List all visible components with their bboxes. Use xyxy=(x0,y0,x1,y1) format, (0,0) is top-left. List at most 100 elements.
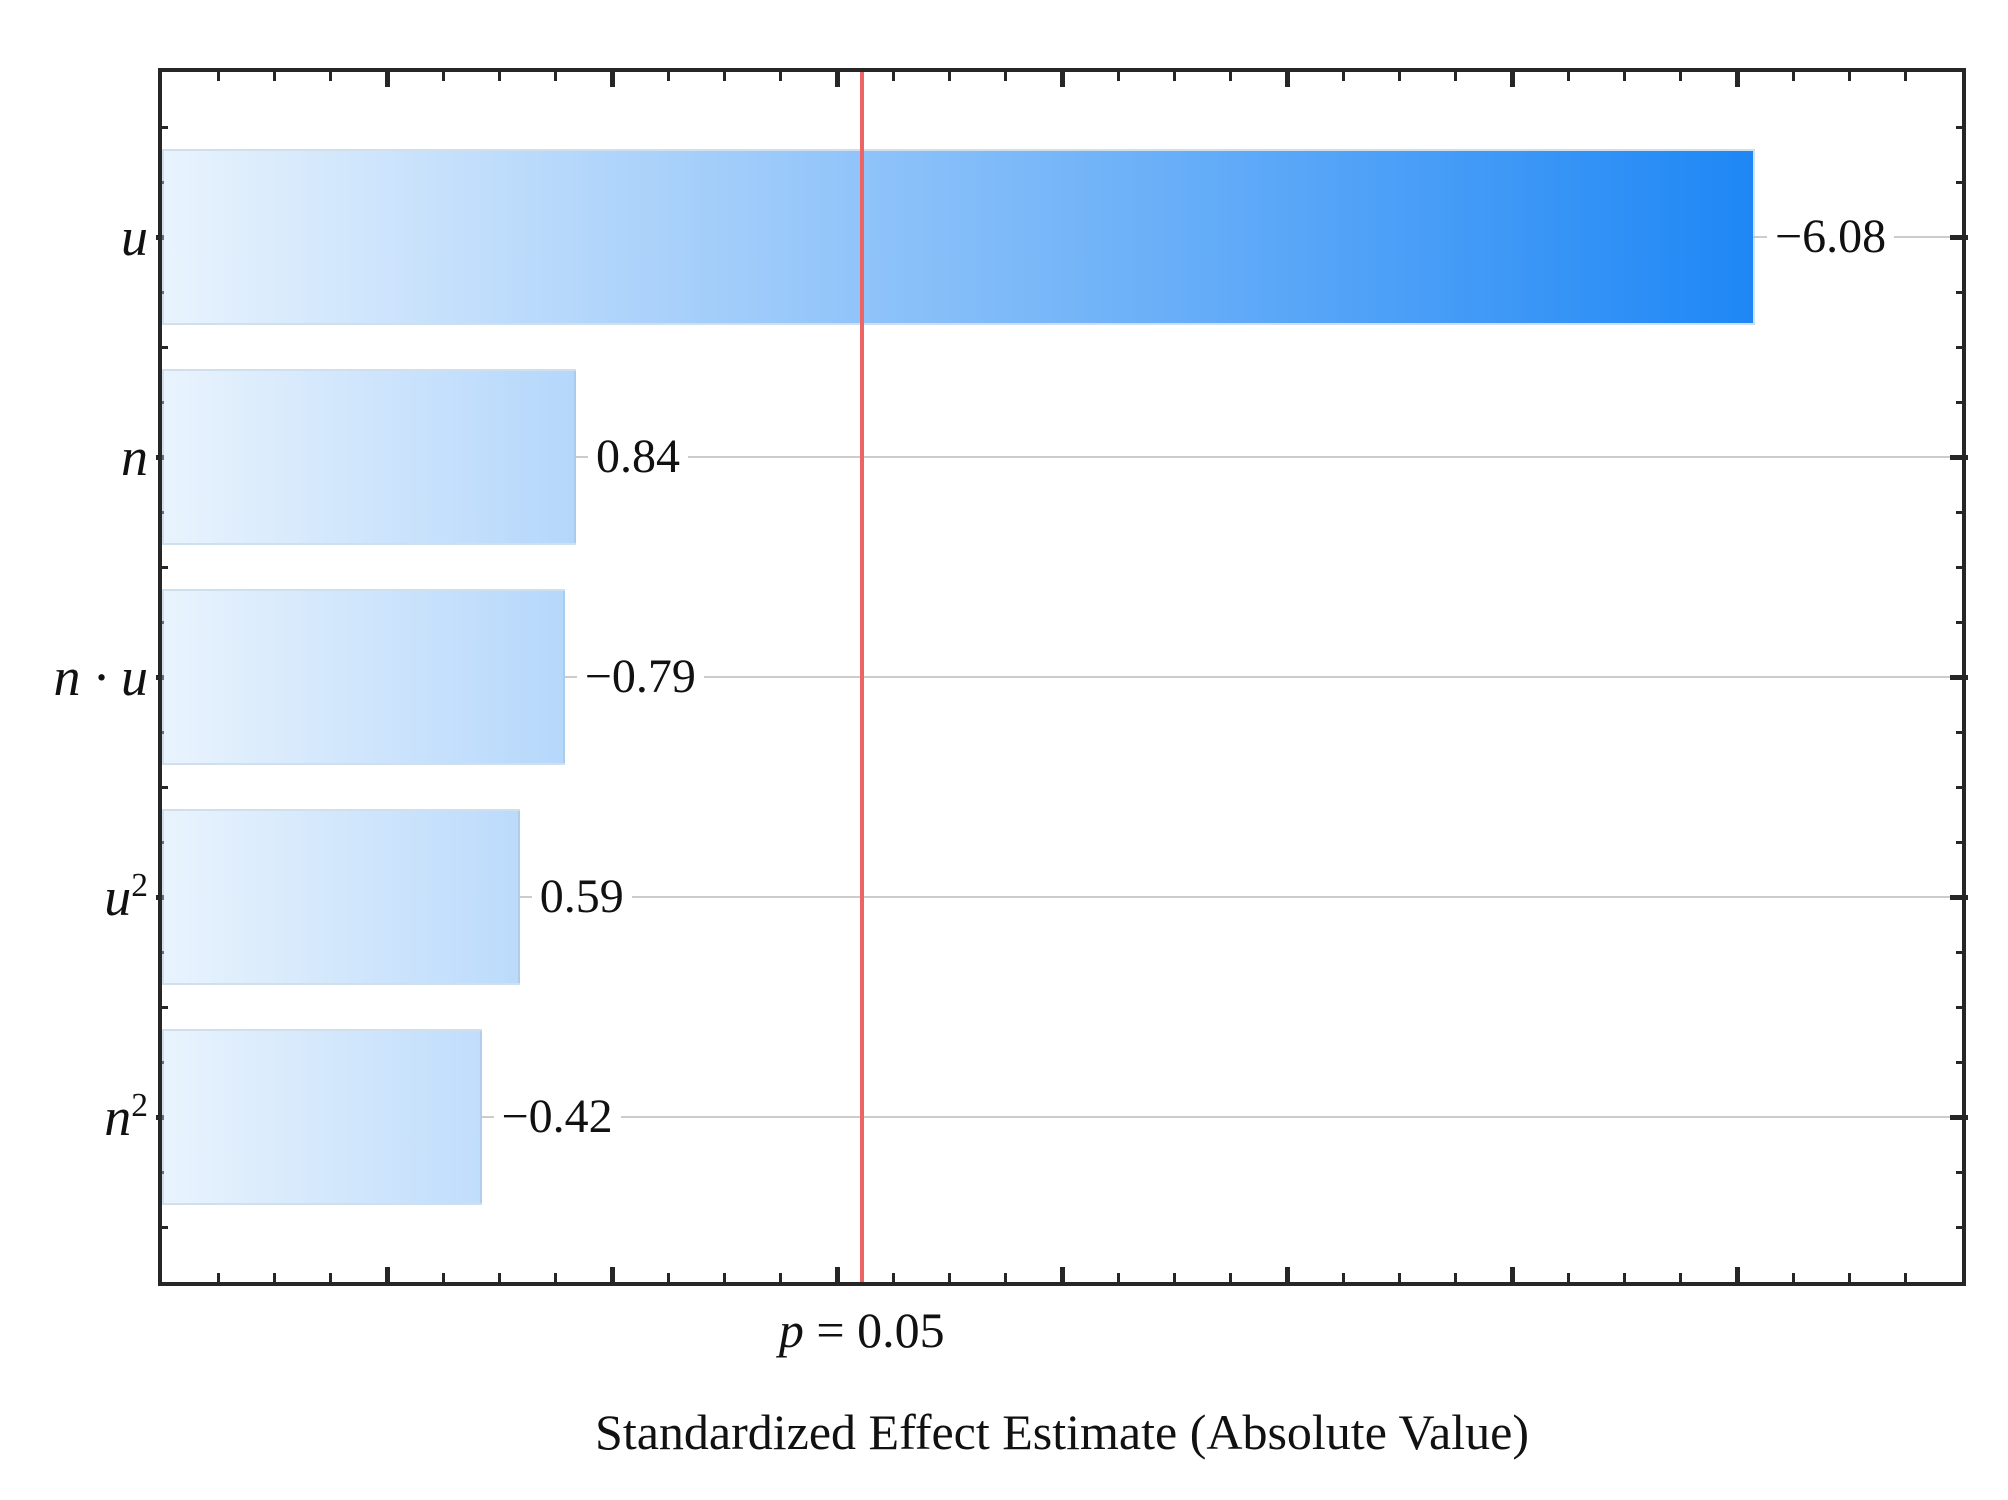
category-label: u2 xyxy=(0,857,148,937)
x-tick-minor xyxy=(891,72,895,81)
x-tick-minor xyxy=(273,1273,276,1282)
y-tick-minor xyxy=(1956,1060,1964,1064)
x-tick-minor xyxy=(948,1273,951,1282)
bar xyxy=(162,1029,482,1205)
category-label-base: n xyxy=(104,1087,132,1147)
x-tick-minor xyxy=(498,72,501,81)
y-tick-minor xyxy=(1956,345,1964,349)
x-tick-minor xyxy=(1623,72,1626,81)
y-tick-minor xyxy=(1956,785,1964,789)
y-tick-minor xyxy=(1956,1170,1964,1174)
x-tick-minor xyxy=(1623,1273,1626,1282)
x-tick-minor xyxy=(554,72,558,81)
gridline xyxy=(162,456,1962,458)
category-label-exponent: 2 xyxy=(131,867,148,904)
x-tick-minor xyxy=(1848,1273,1851,1282)
y-tick-minor xyxy=(160,1225,168,1229)
y-tick-minor xyxy=(1956,1005,1964,1009)
x-tick-minor xyxy=(779,72,783,81)
x-tick-major xyxy=(1734,1267,1740,1282)
x-tick-minor xyxy=(1004,72,1008,81)
x-tick-minor xyxy=(329,1273,333,1282)
x-tick-minor xyxy=(1341,1273,1345,1282)
y-tick-major xyxy=(1950,234,1968,240)
x-tick-minor xyxy=(498,1273,501,1282)
x-tick-major xyxy=(834,1267,840,1282)
x-tick-minor xyxy=(1116,72,1120,81)
category-label: n xyxy=(0,417,148,497)
category-label-base: n xyxy=(121,427,148,487)
bar xyxy=(162,369,576,545)
y-tick-minor xyxy=(1956,620,1964,624)
x-tick-minor xyxy=(554,1273,558,1282)
x-tick-minor xyxy=(1791,72,1795,81)
x-tick-minor xyxy=(666,1273,670,1282)
x-tick-minor xyxy=(1566,1273,1570,1282)
category-label-base: u xyxy=(121,207,148,267)
plot-area: −6.08 0.84 −0.79 0.59 −0.42 xyxy=(156,68,1968,1286)
x-tick-major xyxy=(1509,72,1515,87)
category-label-base: u xyxy=(104,867,132,927)
y-tick-minor xyxy=(1956,180,1964,184)
significance-label-var: p xyxy=(778,1302,804,1358)
gridline xyxy=(162,676,1962,678)
y-tick-minor xyxy=(1956,400,1964,404)
significance-line xyxy=(859,72,864,1282)
x-tick-minor xyxy=(1229,1273,1233,1282)
x-tick-major xyxy=(384,1267,390,1282)
x-tick-major xyxy=(1059,1267,1065,1282)
y-tick-minor xyxy=(1956,840,1964,844)
gridline xyxy=(162,896,1962,898)
x-tick-minor xyxy=(1679,72,1683,81)
y-tick-major xyxy=(1950,894,1968,900)
x-tick-major xyxy=(1509,1267,1515,1282)
bar-value-label: −0.79 xyxy=(576,642,704,712)
y-tick-minor xyxy=(160,345,168,349)
gridline xyxy=(162,1116,1962,1118)
x-tick-minor xyxy=(1904,72,1908,81)
x-tick-minor xyxy=(1173,72,1176,81)
bar xyxy=(162,809,520,985)
bar-value-label: 0.84 xyxy=(588,422,688,492)
y-tick-major xyxy=(1950,1114,1968,1120)
y-tick-minor xyxy=(1956,730,1964,734)
bar-value-label: 0.59 xyxy=(531,862,632,932)
x-axis-title: Standardized Effect Estimate (Absolute V… xyxy=(595,1404,1529,1460)
y-tick-minor xyxy=(1956,510,1964,514)
x-tick-minor xyxy=(1229,72,1233,81)
y-tick-minor xyxy=(160,125,168,129)
x-tick-minor xyxy=(1454,72,1458,81)
y-tick-minor xyxy=(1956,565,1964,569)
y-tick-minor xyxy=(1956,290,1964,294)
x-tick-minor xyxy=(1116,1273,1120,1282)
x-tick-minor xyxy=(779,1273,783,1282)
x-tick-minor xyxy=(329,72,333,81)
x-tick-major xyxy=(384,72,390,87)
y-tick-major xyxy=(1950,674,1968,680)
x-tick-major xyxy=(1284,1267,1290,1282)
category-label-exponent: 2 xyxy=(131,1087,148,1124)
x-tick-minor xyxy=(441,1273,445,1282)
x-tick-minor xyxy=(1848,72,1851,81)
x-tick-minor xyxy=(723,1273,726,1282)
y-tick-minor xyxy=(1956,1225,1964,1229)
y-tick-major xyxy=(1950,454,1968,460)
category-label-base: n · u xyxy=(53,647,149,707)
y-tick-minor xyxy=(1956,950,1964,954)
x-tick-major xyxy=(609,72,615,87)
x-tick-major xyxy=(1284,72,1290,87)
x-tick-minor xyxy=(1173,1273,1176,1282)
bar-value-label: −6.08 xyxy=(1767,202,1895,272)
x-tick-minor xyxy=(1791,1273,1795,1282)
x-tick-major xyxy=(834,72,840,87)
category-label: u xyxy=(0,197,148,277)
x-tick-minor xyxy=(1341,72,1345,81)
x-tick-minor xyxy=(723,72,726,81)
bar-value-label: −0.42 xyxy=(493,1082,621,1152)
y-tick-minor xyxy=(1956,125,1964,129)
category-label: n2 xyxy=(0,1077,148,1157)
y-tick-minor xyxy=(160,565,168,569)
y-tick-minor xyxy=(160,1005,168,1009)
x-tick-minor xyxy=(441,72,445,81)
